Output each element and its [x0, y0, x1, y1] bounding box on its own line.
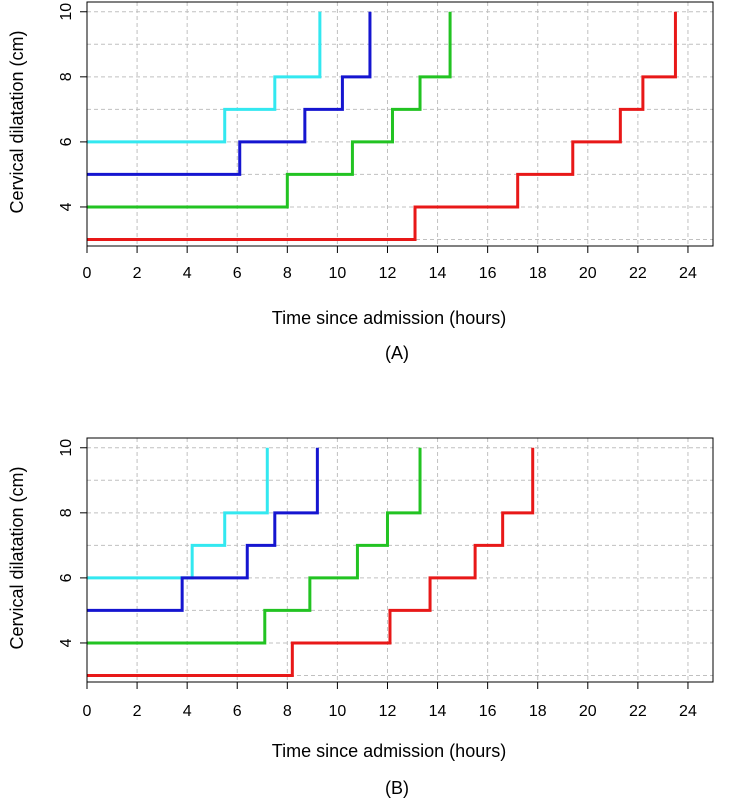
panel-a-x-tick-label: 24: [679, 265, 697, 282]
panel-b-x-tick-label: 24: [679, 703, 697, 720]
panel-a-x-tick-label: 8: [283, 265, 292, 282]
panel-b-x-tick-label: 10: [329, 703, 347, 720]
panel-a-series: [87, 11, 677, 241]
panel-a-y-tick-label: 8: [58, 72, 75, 81]
panel-a-x-tick-label: 4: [183, 265, 192, 282]
panel-a-y-tick-label: 4: [58, 202, 75, 211]
panel-b-series-cyan: [87, 447, 269, 580]
panel-b-y-axis: 4 6 8 10: [58, 439, 87, 647]
panel-a-series-cyan: [87, 11, 322, 144]
panel-b-series-red: [87, 447, 535, 677]
panel-b-x-tick-label: 20: [579, 703, 597, 720]
panel-a-plot-frame: [86, 1, 714, 247]
panel-a-x-tick-label: 6: [233, 265, 242, 282]
panel-b-x-axis: 0 2 4 6 8 10 12 14 16 18 20 22 24: [83, 682, 697, 720]
panel-b-series-blue: [87, 447, 319, 612]
panel-b-label: (B): [385, 778, 409, 798]
panel-a-x-tick-label: 18: [529, 265, 547, 282]
panel-a-x-tick-label: 10: [329, 265, 347, 282]
panel-b-x-tick-label: 14: [429, 703, 447, 720]
panel-a-x-tick-label: 2: [133, 265, 142, 282]
panel-b-series-green: [87, 447, 422, 645]
panel-b-x-tick-label: 16: [479, 703, 497, 720]
panel-b-y-tick-label: 10: [58, 439, 75, 457]
panel-b-plot-frame: [86, 437, 714, 683]
panel-b-y-tick-label: 4: [58, 638, 75, 647]
panel-b-x-tick-label: 22: [629, 703, 647, 720]
panel-a-series-blue: [87, 11, 372, 176]
panel-a-x-tick-label: 16: [479, 265, 497, 282]
panel-b-x-tick-label: 18: [529, 703, 547, 720]
panel-b-y-tick-label: 8: [58, 508, 75, 517]
panel-b-x-tick-label: 6: [233, 703, 242, 720]
panel-a-x-tick-label: 22: [629, 265, 647, 282]
panel-a-y-axis: 4 6 8 10: [58, 3, 87, 211]
panel-a-y-axis-label: Cervical dilatation (cm): [7, 30, 27, 213]
panel-b-x-tick-label: 8: [283, 703, 292, 720]
panel-a-series-red: [87, 11, 677, 241]
panel-a-series-green: [87, 11, 452, 209]
panel-b-grid: [86, 438, 713, 682]
panel-b-x-tick-label: 12: [379, 703, 397, 720]
panel-a-x-tick-label: 12: [379, 265, 397, 282]
panel-b-y-tick-label: 6: [58, 573, 75, 582]
panel-b-x-tick-label: 4: [183, 703, 192, 720]
panel-a-x-axis-label: Time since admission (hours): [272, 308, 506, 328]
panel-a-y-tick-label: 10: [58, 3, 75, 21]
panel-b-y-axis-label: Cervical dilatation (cm): [7, 466, 27, 649]
panel-b-x-tick-label: 2: [133, 703, 142, 720]
panel-a-x-axis: 0 2 4 6 8 10 12 14 16 18 20 22 24: [83, 246, 697, 282]
panel-a-x-tick-label: 20: [579, 265, 597, 282]
panel-a-y-tick-label: 6: [58, 137, 75, 146]
panel-b-x-axis-label: Time since admission (hours): [272, 741, 506, 761]
panel-b-x-tick-label: 0: [83, 703, 92, 720]
panel-a-label: (A): [385, 343, 409, 363]
panel-a-x-tick-label: 0: [83, 265, 92, 282]
panel-b-series: [87, 447, 535, 677]
panel-a-x-tick-label: 14: [429, 265, 447, 282]
